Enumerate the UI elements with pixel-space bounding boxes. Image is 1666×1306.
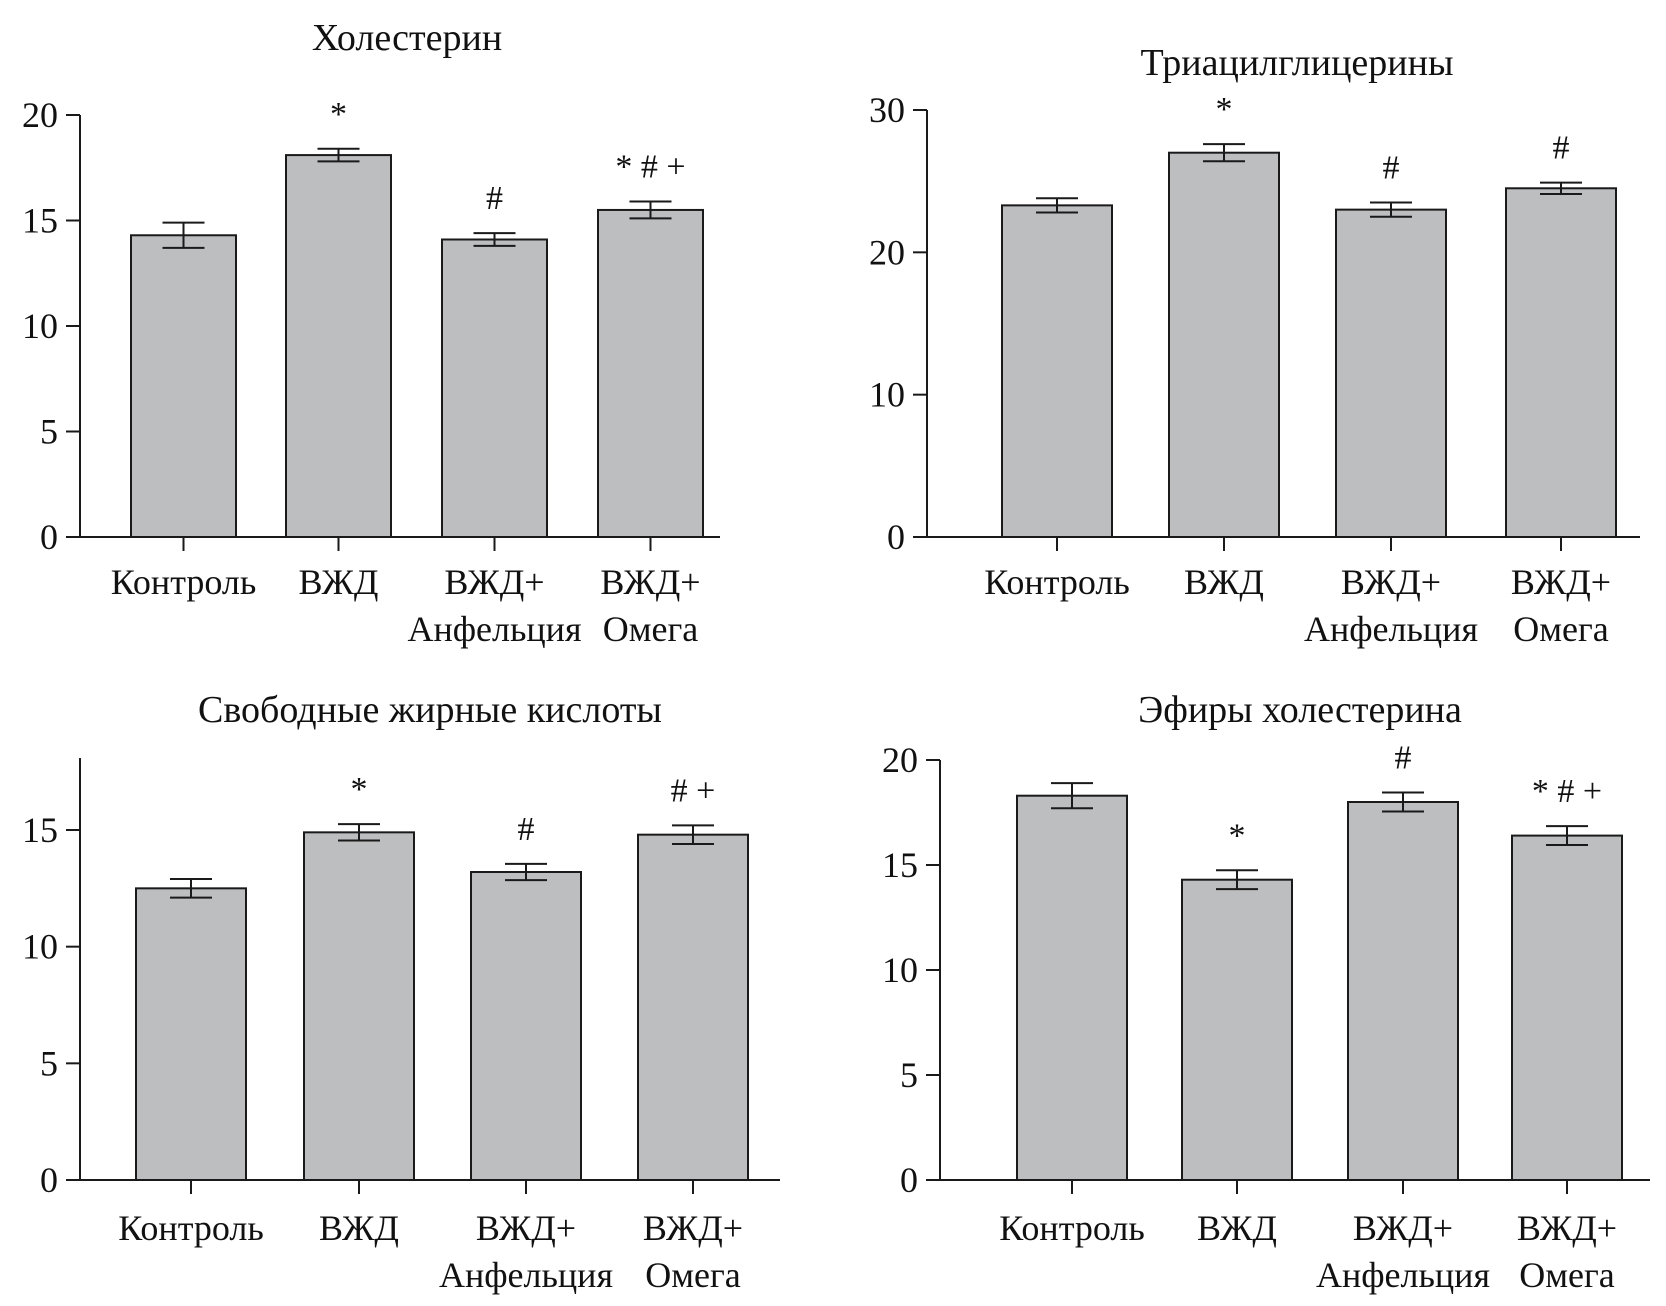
x-tick-label: ВЖД+ [476,1208,576,1248]
chart-title: Триацилглицерины [1141,42,1454,84]
significance-label: * # + [1532,773,1602,810]
significance-label: # + [671,772,716,809]
y-tick-label: 15 [22,810,58,850]
significance-label: * [351,771,368,808]
y-tick-label: 15 [22,201,58,241]
bar [1181,878,1293,1181]
y-tick-label: 5 [900,1055,918,1095]
x-tick-label: Анфельция [407,609,581,649]
x-tick-label: Анфельция [1304,609,1478,649]
chart-panel-3: Свободные жирные кислоты 0 5 10 15 Контроль * В… [22,689,780,1295]
y-tick-label: 15 [882,845,918,885]
bar [135,887,247,1181]
bar [303,831,415,1181]
x-tick-label: ВЖД [1184,562,1264,602]
x-tick-label: ВЖД+ [1517,1208,1617,1248]
bar [597,208,704,538]
significance-label: # [486,180,503,217]
y-tick-label: 5 [40,1043,58,1083]
x-tick-label: Контроль [984,562,1130,602]
x-tick-label: Омега [603,609,699,649]
x-tick-label: Контроль [111,562,257,602]
bar [1347,801,1459,1181]
x-tick-label: ВЖД+ [444,562,544,602]
x-tick-label: Контроль [999,1208,1145,1248]
chart-panel-4: Эфиры холестерина 0 5 10 15 20 Контроль * ВЖД # ВЖ… [882,689,1650,1295]
significance-label: # [518,811,535,848]
bar [637,833,749,1182]
x-tick-label: Анфельция [1316,1255,1490,1295]
significance-label: * [330,96,347,133]
y-tick-label: 20 [22,95,58,135]
bar [1016,794,1128,1181]
significance-label: * [1229,817,1246,854]
y-tick-label: 20 [869,232,905,272]
significance-label: # [1553,130,1570,167]
y-tick-label: 10 [22,306,58,346]
x-tick-label: ВЖД+ [1353,1208,1453,1248]
bar [1511,834,1623,1181]
x-tick-label: ВЖД+ [643,1208,743,1248]
bar [130,234,237,539]
bar [1505,187,1617,539]
x-tick-label: ВЖД [299,562,379,602]
x-tick-label: Омега [1519,1255,1615,1295]
y-tick-label: 10 [869,375,905,415]
bar [441,238,548,539]
significance-label: # [1383,150,1400,187]
x-tick-label: ВЖД [1197,1208,1277,1248]
bar [1335,208,1447,538]
significance-label: # [1395,740,1412,777]
bar [470,871,582,1181]
bar [1168,151,1280,538]
x-tick-label: Омега [1513,609,1609,649]
x-tick-label: Контроль [118,1208,264,1248]
significance-label: * # + [615,149,685,186]
y-tick-label: 20 [882,740,918,780]
x-tick-label: ВЖД+ [1341,562,1441,602]
chart-panel-2: Триацилглицерины 0 10 20 30 Контроль * ВЖД # ВЖД+… [869,42,1640,649]
y-tick-label: 0 [40,517,58,557]
y-tick-label: 10 [22,927,58,967]
chart-panel-1: Холестерин 0 5 10 15 20 Контроль * ВЖД # ВЖД+ Анфел… [22,17,720,649]
chart-title: Холестерин [312,17,502,59]
y-tick-label: 10 [882,950,918,990]
significance-label: * [1216,91,1233,128]
bar [285,154,392,538]
x-tick-label: ВЖД+ [600,562,700,602]
y-tick-label: 5 [40,412,58,452]
chart-title: Эфиры холестерина [1138,689,1462,731]
x-tick-label: Омега [645,1255,741,1295]
x-tick-label: Анфельция [439,1255,613,1295]
bar [1001,204,1113,538]
x-tick-label: ВЖД+ [1511,562,1611,602]
y-tick-label: 0 [887,517,905,557]
y-tick-label: 0 [900,1160,918,1200]
chart-title: Свободные жирные кислоты [198,689,662,731]
y-tick-label: 30 [869,90,905,130]
x-tick-label: ВЖД [319,1208,399,1248]
y-tick-label: 0 [40,1160,58,1200]
